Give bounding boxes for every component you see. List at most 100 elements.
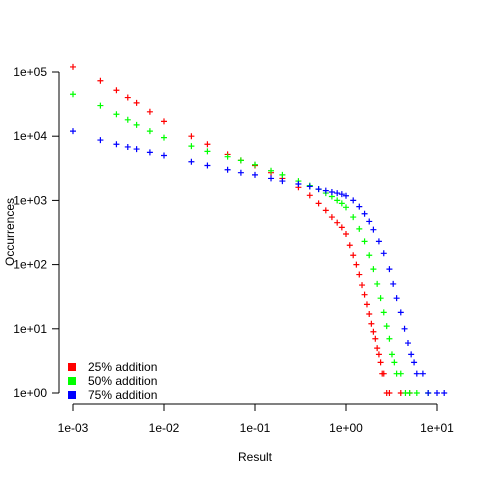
data-point bbox=[295, 181, 302, 188]
data-point bbox=[397, 370, 404, 377]
data-point bbox=[380, 250, 387, 257]
data-point bbox=[356, 203, 363, 210]
data-point bbox=[411, 359, 418, 366]
data-point bbox=[328, 214, 335, 221]
data-point bbox=[188, 158, 195, 165]
data-point bbox=[268, 167, 275, 174]
data-point bbox=[70, 128, 76, 135]
data-point bbox=[161, 152, 167, 159]
data-point bbox=[133, 146, 140, 153]
legend-swatch bbox=[68, 377, 76, 385]
data-point bbox=[413, 370, 420, 377]
y-tick-label: 1e+05 bbox=[13, 65, 47, 79]
x-tick-label: 1e+01 bbox=[420, 421, 454, 435]
data-point bbox=[70, 63, 76, 70]
data-point bbox=[346, 242, 353, 249]
y-axis-label: Occurrences bbox=[3, 198, 17, 266]
legend-label: 50% addition bbox=[88, 374, 157, 388]
data-point bbox=[146, 108, 153, 115]
data-point bbox=[315, 186, 322, 193]
data-point bbox=[328, 189, 335, 196]
data-point bbox=[372, 335, 379, 342]
data-point bbox=[393, 295, 400, 302]
legend-label: 25% addition bbox=[88, 360, 157, 374]
data-point bbox=[377, 295, 384, 302]
data-point bbox=[441, 390, 448, 396]
data-point bbox=[380, 309, 387, 316]
data-point bbox=[338, 191, 345, 198]
data-point bbox=[124, 143, 131, 150]
data-point bbox=[315, 200, 322, 207]
data-point bbox=[343, 192, 349, 199]
data-point bbox=[97, 137, 104, 144]
data-point bbox=[161, 118, 167, 125]
legend-swatch bbox=[68, 363, 76, 371]
data-point bbox=[334, 197, 341, 204]
data-point bbox=[133, 121, 140, 128]
data-point bbox=[338, 200, 345, 207]
data-point bbox=[343, 204, 349, 211]
x-tick-label: 1e-01 bbox=[240, 421, 271, 435]
data-point bbox=[237, 157, 244, 164]
y-tick-label: 1e+04 bbox=[13, 129, 47, 143]
data-point bbox=[375, 238, 382, 245]
data-point bbox=[252, 171, 258, 178]
series-25-addition bbox=[70, 63, 413, 396]
data-point bbox=[353, 261, 360, 268]
x-axis-label: Result bbox=[238, 450, 273, 464]
data-point bbox=[401, 325, 408, 332]
data-point bbox=[383, 323, 390, 330]
x-tick-label: 1e+00 bbox=[329, 421, 363, 435]
y-tick-label: 1e+01 bbox=[13, 322, 47, 336]
data-point bbox=[188, 143, 195, 150]
data-point bbox=[124, 116, 131, 123]
y-tick-label: 1e+02 bbox=[13, 258, 47, 272]
data-point bbox=[113, 111, 120, 118]
data-point bbox=[350, 214, 357, 221]
data-point bbox=[404, 340, 411, 347]
data-point bbox=[370, 328, 377, 335]
data-point bbox=[386, 335, 393, 342]
data-point bbox=[97, 102, 104, 109]
data-point bbox=[338, 224, 345, 231]
data-point bbox=[370, 266, 377, 273]
data-point bbox=[322, 207, 329, 214]
data-point bbox=[306, 183, 313, 190]
data-point bbox=[374, 345, 381, 352]
data-points bbox=[70, 63, 448, 396]
x-tick-label: 1e-03 bbox=[58, 421, 89, 435]
data-point bbox=[386, 266, 393, 273]
y-tick-label: 1e+00 bbox=[13, 386, 47, 400]
data-point bbox=[434, 390, 440, 396]
data-point bbox=[366, 218, 373, 225]
data-point bbox=[124, 94, 131, 101]
data-point bbox=[406, 390, 413, 396]
data-point bbox=[237, 169, 244, 176]
data-point bbox=[375, 351, 382, 358]
data-point bbox=[334, 190, 341, 197]
data-point bbox=[370, 226, 377, 233]
x-tick-label: 1e-02 bbox=[149, 421, 180, 435]
data-point bbox=[279, 178, 286, 185]
data-point bbox=[224, 153, 231, 160]
data-point bbox=[361, 291, 368, 298]
data-point bbox=[377, 359, 384, 366]
data-point bbox=[188, 133, 195, 140]
data-point bbox=[204, 162, 211, 169]
data-point bbox=[133, 99, 140, 106]
data-point bbox=[359, 282, 366, 289]
data-point bbox=[390, 280, 397, 287]
data-point bbox=[334, 219, 341, 226]
data-point bbox=[363, 301, 370, 308]
data-point bbox=[425, 390, 432, 396]
data-point bbox=[388, 351, 395, 358]
data-point bbox=[386, 390, 393, 396]
data-point bbox=[361, 238, 368, 245]
data-point bbox=[350, 252, 357, 259]
legend-label: 75% addition bbox=[88, 388, 157, 402]
data-point bbox=[279, 171, 286, 178]
data-point bbox=[146, 128, 153, 135]
data-point bbox=[374, 280, 381, 287]
